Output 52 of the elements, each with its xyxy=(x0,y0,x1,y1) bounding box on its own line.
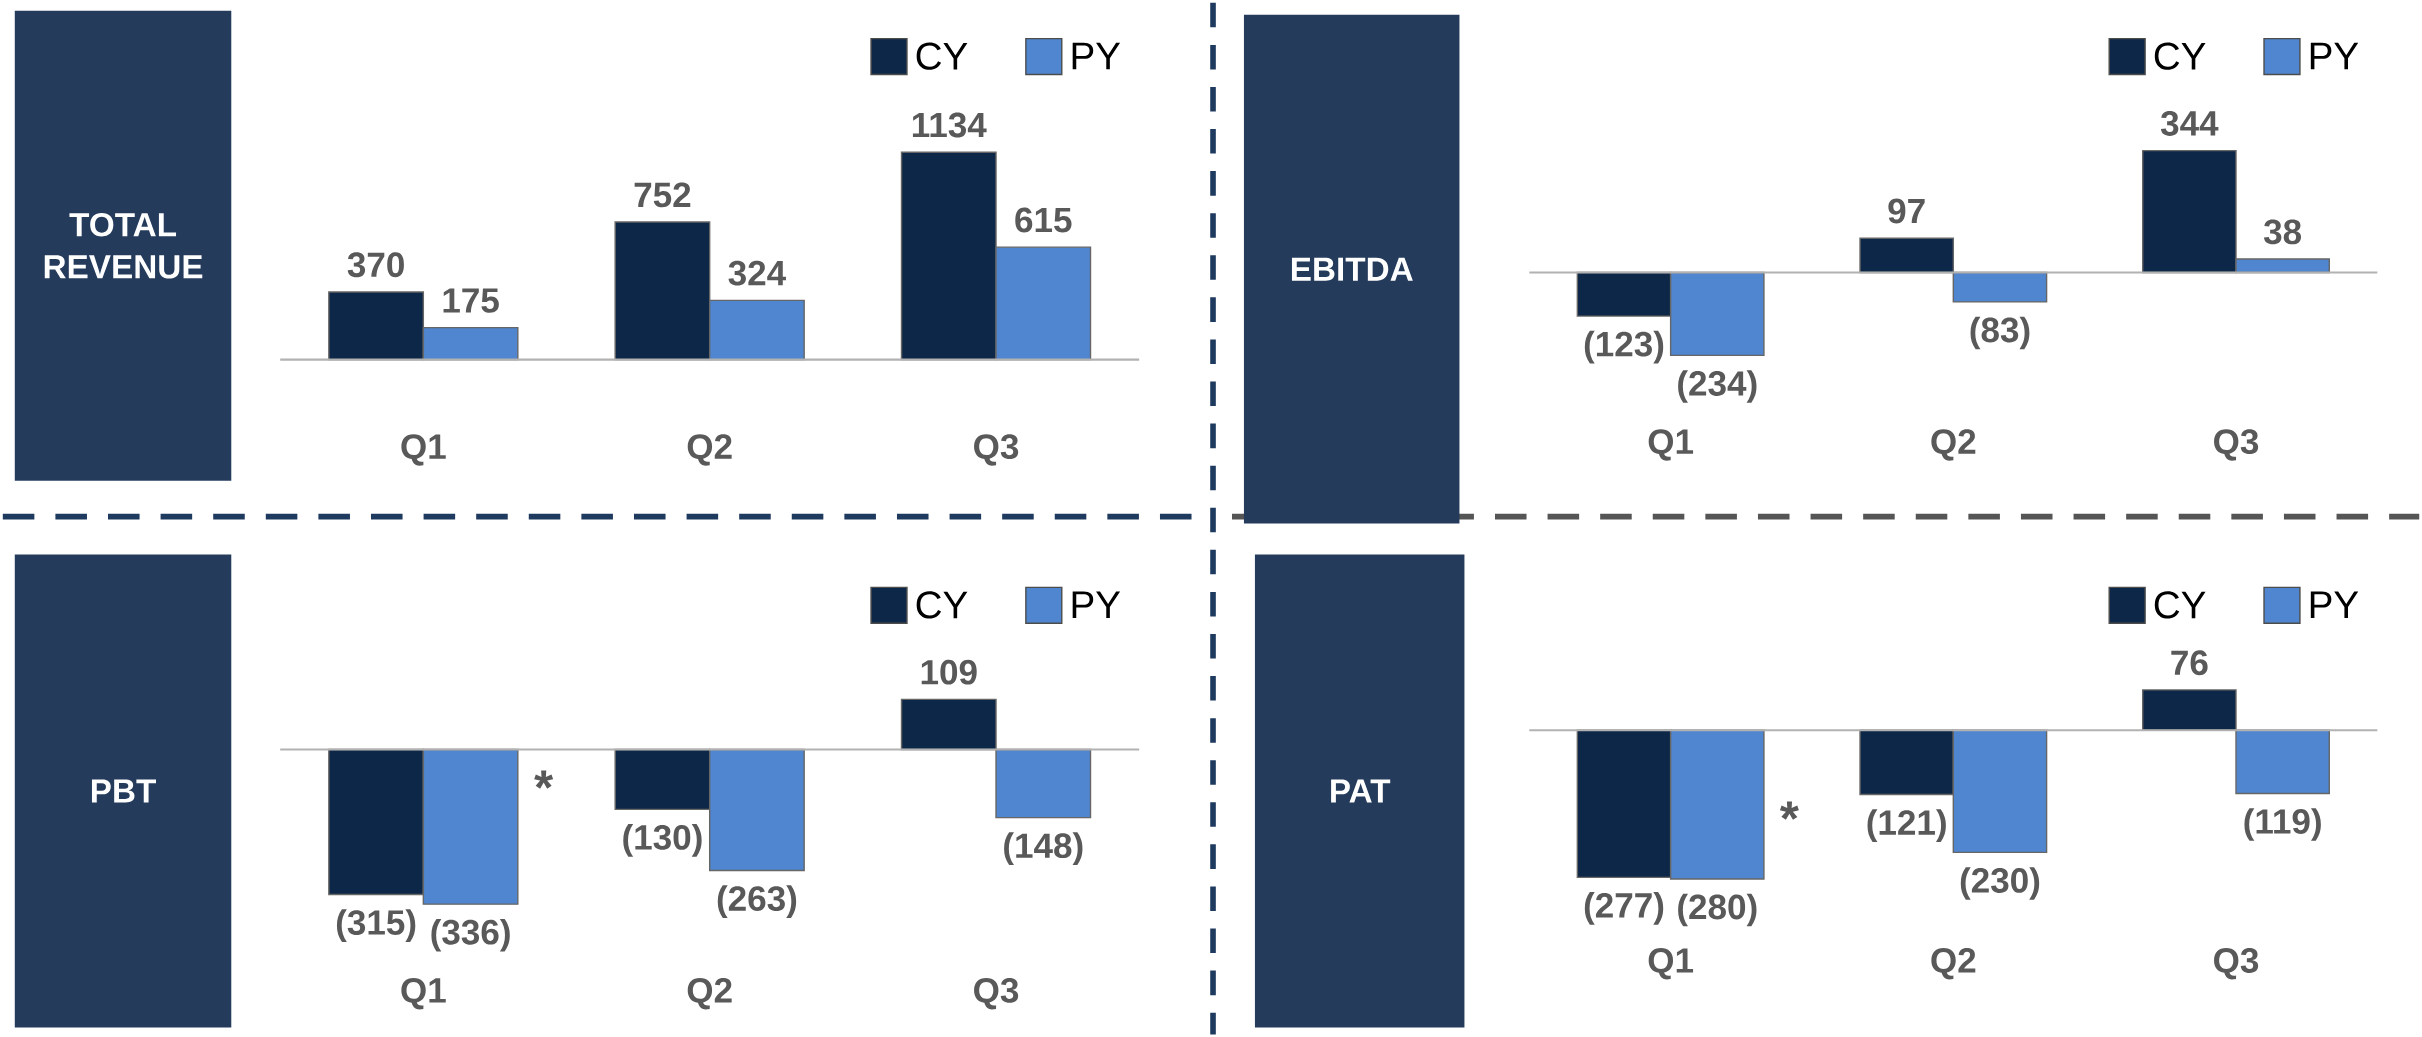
x-tick-label: Q1 xyxy=(1648,429,1694,461)
data-label: (83) xyxy=(1970,316,2030,350)
legend-label: PY xyxy=(1072,42,1121,70)
legend-label: PY xyxy=(1072,591,1121,618)
data-label: 324 xyxy=(728,260,786,286)
data-label: (119) xyxy=(2244,808,2321,841)
data-label: 370 xyxy=(347,252,404,278)
x-tick-label: Q2 xyxy=(1931,947,1976,980)
text: PAT xyxy=(1331,779,1391,803)
data-label: (121) xyxy=(1867,809,1946,842)
legend-label: CY xyxy=(2154,591,2206,619)
data-label: 76 xyxy=(2171,650,2208,676)
data-label: (315) xyxy=(336,909,416,942)
data-label: (123) xyxy=(1584,330,1664,364)
data-label: 109 xyxy=(921,659,977,685)
data-label: (336) xyxy=(431,918,510,952)
legend-label: CY xyxy=(916,42,968,70)
x-tick-label: Q2 xyxy=(687,434,732,466)
x-tick-label: Q3 xyxy=(2214,947,2259,980)
data-label: 344 xyxy=(2160,110,2219,136)
x-tick-label: Q3 xyxy=(2214,429,2259,461)
data-label: (148) xyxy=(1004,832,1083,865)
annotation: * xyxy=(1779,801,1799,820)
legend-label: PY xyxy=(2310,42,2359,70)
text: PBT xyxy=(91,779,156,803)
x-tick-label: Q1 xyxy=(401,434,446,466)
data-label: 38 xyxy=(2263,219,2302,245)
data-label: 1134 xyxy=(912,112,987,138)
x-tick-label: Q1 xyxy=(401,977,446,1010)
data-label: (230) xyxy=(1960,867,2040,900)
text: TOTAL REVENUE xyxy=(44,212,203,279)
x-tick-label: Q3 xyxy=(974,977,1019,1010)
data-label: 175 xyxy=(443,288,499,313)
x-tick-label: Q2 xyxy=(1931,429,1976,461)
legend-label: PY xyxy=(2310,591,2359,618)
data-label: (280) xyxy=(1678,893,1757,927)
data-label: (130) xyxy=(623,823,702,857)
bar xyxy=(1952,271,2048,303)
data-label: (277) xyxy=(1584,891,1664,925)
data-label: (234) xyxy=(1678,370,1757,403)
x-tick-label: Q2 xyxy=(687,977,732,1010)
x-tick-label: Q1 xyxy=(1648,947,1694,980)
text: EBITDA xyxy=(1291,257,1413,281)
legend-label: CY xyxy=(916,591,968,619)
data-label: 752 xyxy=(634,182,691,208)
legend-label: CY xyxy=(2154,42,2206,70)
x-tick-label: Q3 xyxy=(974,434,1019,466)
data-label: 615 xyxy=(1015,207,1072,233)
data-label: (263) xyxy=(717,885,797,918)
annotation: * xyxy=(534,770,554,789)
bar xyxy=(1859,237,1955,274)
data-label: 97 xyxy=(1888,198,1925,224)
